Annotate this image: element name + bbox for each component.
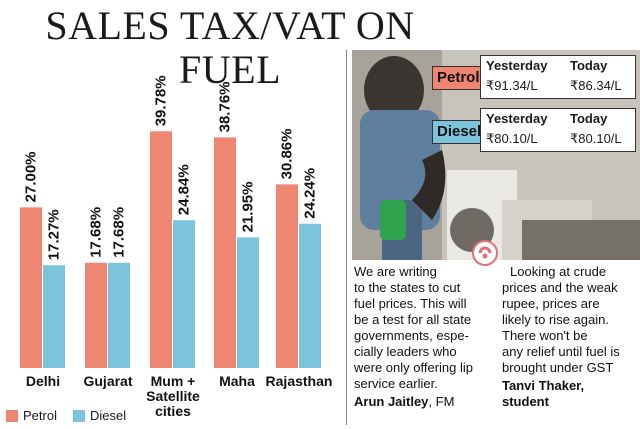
bar-diesel-2: [173, 220, 195, 368]
quote-right-line: any relief until fuel is: [502, 344, 620, 359]
diesel-yesterday-header: Yesterday: [486, 111, 548, 126]
diesel-yesterday-price: ₹80.10/L: [486, 131, 538, 146]
legend-item-petrol: Petrol: [6, 408, 57, 423]
quote-right-line: likely to rise again.: [502, 312, 609, 327]
category-label-2: Satellite: [146, 388, 200, 404]
data-label-diesel-4: 24.24%: [302, 168, 319, 219]
data-label-petrol-2: 39.78%: [153, 75, 170, 126]
quote-right-role: student: [502, 394, 549, 409]
legend-item-diesel: Diesel: [72, 408, 127, 423]
category-label-1: Gujarat: [83, 373, 132, 389]
data-label-petrol-3: 38.76%: [217, 82, 234, 133]
quote-left-line: to the states to cut: [354, 280, 461, 295]
quote-right: Looking at crude prices and the weak rupee…: [502, 264, 638, 410]
section-divider: [346, 50, 347, 425]
chart-title: SALES TAX/VAT ON FUEL: [45, 3, 415, 92]
bar-petrol-2: [150, 131, 172, 368]
data-label-diesel-3: 21.95%: [240, 182, 257, 233]
quote-left-attribution: Arun Jaitley, FM: [354, 394, 502, 410]
diesel-price-grid: Yesterday Today ₹80.10/L ₹80.10/L: [486, 111, 632, 147]
data-label-petrol-4: 30.86%: [279, 129, 296, 180]
bar-diesel-3: [237, 237, 259, 368]
legend-swatch-petrol: [6, 409, 18, 422]
diesel-today-header: Today: [570, 111, 608, 126]
quote-left-line: were only offering lip: [354, 360, 473, 375]
diesel-tag: Diesel: [432, 120, 488, 144]
data-label-petrol-1: 17.68%: [88, 207, 105, 258]
quote-right-line: rupee, prices are: [502, 296, 600, 311]
petrol-price-grid: Yesterday Today ₹91.34/L ₹86.34/L: [486, 58, 632, 94]
bar-diesel-1: [108, 262, 130, 368]
diesel-today-price: ₹80.10/L: [570, 131, 622, 146]
petrol-yesterday-price: ₹91.34/L: [486, 78, 538, 93]
bar-petrol-4: [276, 184, 298, 368]
bar-diesel-0: [43, 265, 65, 368]
quote-right-text: Looking at crude prices and the weak rupee…: [502, 264, 638, 376]
chart-legend: Petrol Diesel: [6, 408, 142, 423]
petrol-today-price: ₹86.34/L: [570, 78, 622, 93]
bar-diesel-4: [299, 223, 321, 368]
quote-right-author: Tanvi Thaker,: [502, 378, 585, 393]
bar-chart: 27.00% 17.27% Delhi 17.68% 17.68% Gujarat 39.7…: [20, 75, 333, 419]
quote-right-line: brought under GST: [502, 360, 614, 375]
quote-left-line: governments, espe-: [354, 328, 469, 343]
quote-left-line: service earlier.: [354, 376, 438, 391]
quote-right-line: prices and the weak: [502, 280, 618, 295]
petrol-price-box: [480, 55, 636, 99]
legend-label-petrol: Petrol: [23, 408, 57, 423]
quote-left-line: be a test for all state: [354, 312, 472, 327]
category-label-0: Delhi: [26, 373, 60, 389]
petrol-tag: Petrol: [432, 66, 488, 90]
quote-left-text: We are writing to the states to cut fuel p…: [354, 264, 502, 392]
legend-swatch-diesel: [72, 409, 85, 422]
diesel-price-box: [480, 108, 636, 152]
quote-left-line: fuel prices. This will: [354, 296, 467, 311]
quote-left-role: , FM: [428, 394, 455, 409]
petrol-today-header: Today: [570, 58, 608, 73]
quote-right-line: There won't be: [502, 328, 588, 343]
quote-right-attribution: Tanvi Thaker, student: [502, 378, 638, 410]
data-label-diesel-1: 17.68%: [111, 207, 128, 258]
petrol-yesterday-header: Yesterday: [486, 58, 548, 73]
quote-left-line: cially leaders who: [354, 344, 457, 359]
category-label-4: Rajasthan: [266, 373, 333, 389]
publication-logo-icon: [472, 240, 498, 266]
bar-petrol-0: [20, 207, 42, 368]
category-label-2: Mum +: [151, 373, 196, 389]
bar-petrol-3: [214, 137, 236, 368]
quote-right-line: Looking at crude: [510, 264, 607, 279]
category-label-2: cities: [155, 403, 191, 419]
quote-left: We are writing to the states to cut fuel p…: [354, 264, 502, 410]
bar-petrol-1: [85, 262, 107, 368]
legend-label-diesel: Diesel: [89, 408, 127, 423]
data-label-diesel-2: 24.84%: [176, 164, 193, 215]
quote-left-line: We are writing: [354, 264, 437, 279]
data-label-diesel-0: 17.27%: [46, 209, 63, 260]
quote-left-author: Arun Jaitley: [354, 394, 429, 409]
category-label-3: Maha: [219, 373, 255, 389]
data-label-petrol-0: 27.00%: [23, 151, 40, 202]
